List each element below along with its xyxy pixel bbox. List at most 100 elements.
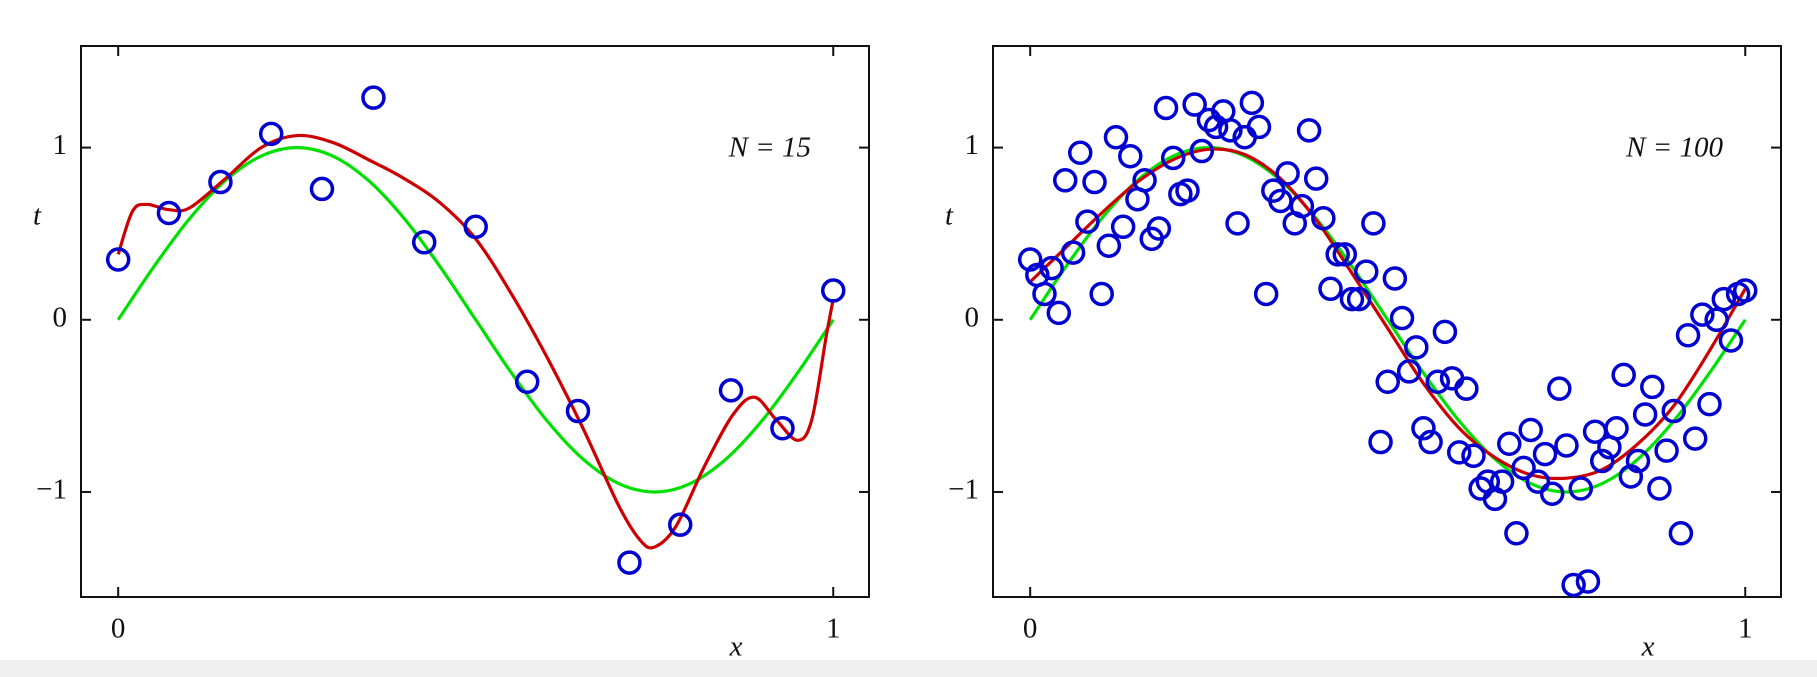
data-point [1618,464,1644,489]
data-point [1389,305,1415,331]
curve [1029,147,1747,481]
y-tick-label: 0 [965,301,980,333]
data-point [1532,441,1558,467]
data-point [1418,429,1443,455]
data-point [105,247,131,272]
data-point [1375,369,1400,395]
data-point [770,416,795,441]
data-point [1675,323,1701,348]
data-point [1253,281,1279,307]
data-point [1732,278,1758,303]
x-tick-label: 1 [826,613,841,645]
data-point [1625,448,1651,474]
data-point [1432,319,1458,345]
data-point [208,169,233,195]
data-point [617,550,642,575]
data-point [1647,476,1672,501]
data-point [1325,242,1350,267]
bottom-bar [0,660,1817,677]
data-point [1110,214,1136,240]
data-point [1711,286,1737,312]
data-point [1382,266,1408,291]
data-point [1547,376,1572,401]
data-point [1446,440,1472,465]
data-point [1575,569,1601,594]
y-tick-label: 0 [53,301,68,333]
data-point [1218,118,1243,143]
data-point [1654,438,1679,463]
plot-frame [80,45,870,598]
y-tick-label: −1 [948,474,979,506]
data-point [667,512,693,537]
data-point [1346,286,1372,312]
data-point [1160,145,1186,171]
data-point [1060,240,1086,265]
data-point [1404,335,1429,360]
data-point [1511,455,1536,481]
data-point [1017,247,1043,272]
data-point [1052,168,1078,193]
y-tick-label: 1 [965,129,980,161]
data-point [1118,143,1143,169]
data-point [463,214,488,240]
data-point [1661,398,1686,424]
data-point [1303,166,1329,191]
data-point [1561,572,1586,598]
data-point [1690,302,1715,327]
data-point [156,200,182,226]
data-point [1067,140,1093,166]
data-point [1568,476,1594,501]
data-point [1718,328,1744,353]
data-point [1604,416,1629,441]
data-point [1611,362,1636,388]
data-point [1103,125,1129,150]
data-point [1339,286,1365,312]
data-point [1518,417,1543,443]
plot-frame [992,45,1782,598]
data-point [514,369,540,395]
data-point [1239,90,1265,116]
x-tick-label: 1 [1738,613,1753,645]
data-point [1089,281,1114,307]
data-point [1146,216,1172,241]
data-point [1289,193,1315,219]
data-point [411,230,437,255]
data-point [1132,168,1157,193]
data-point [1182,92,1207,117]
data-point [1075,209,1100,234]
data-point [1411,416,1436,441]
y-axis-label: t [33,200,42,232]
x-axis-label: x [1641,631,1655,663]
data-point [1361,211,1386,236]
data-point [1589,448,1615,474]
data-point [1640,374,1665,400]
data-point [1368,429,1393,455]
x-tick-label: 0 [111,613,126,645]
data-point [1697,391,1722,417]
data-point [1396,359,1422,384]
data-point [1454,376,1479,401]
data-point [1332,242,1358,267]
data-point [1296,118,1322,143]
data-point [1046,300,1072,326]
x-tick-label: 0 [1023,613,1038,645]
data-point [1461,443,1486,469]
curve [1028,145,1747,494]
data-point [1425,369,1451,395]
data-point [1668,521,1694,546]
data-point [1439,366,1465,391]
data-point [1554,433,1579,458]
data-point [1504,521,1529,546]
data-point [1311,205,1336,231]
data-point [1175,178,1200,203]
data-point [1632,402,1658,427]
data-point [1275,161,1300,186]
annotation: N = 15 [728,132,811,164]
data-point [1082,169,1107,195]
data-point [1497,431,1522,457]
data-point [1032,281,1057,307]
y-axis-label: t [945,200,954,232]
data-point [1246,114,1272,140]
data-point [1225,211,1250,236]
